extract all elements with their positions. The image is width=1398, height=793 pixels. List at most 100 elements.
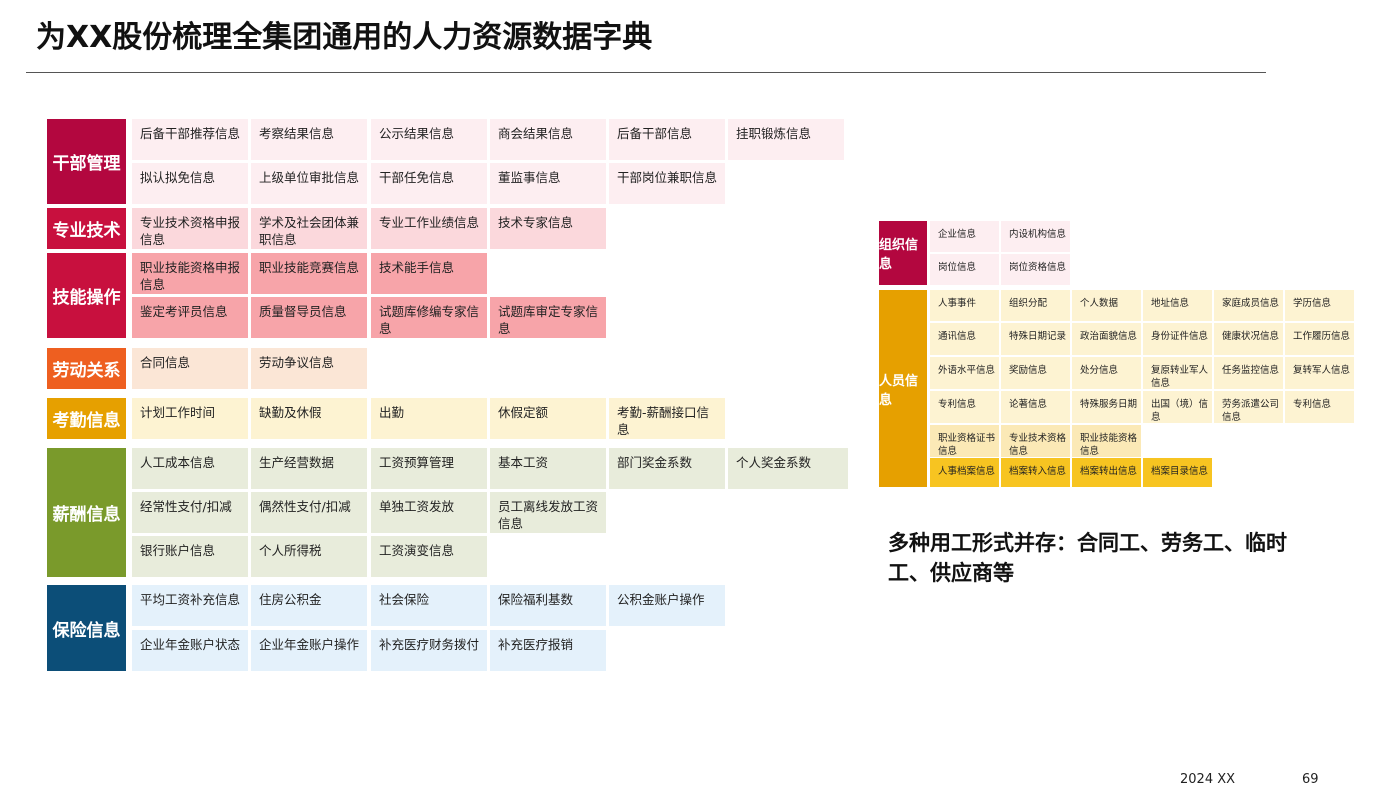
data-item-cell: 员工离线发放工资信息: [490, 492, 606, 533]
personnel-item-cell: 档案转入信息: [1001, 458, 1070, 487]
category-org-info: 组织信息: [879, 221, 927, 285]
data-item-cell: 后备干部推荐信息: [132, 119, 248, 160]
personnel-item-cell: 档案目录信息: [1143, 458, 1212, 487]
personnel-item-cell: 个人数据: [1072, 290, 1141, 321]
data-item-cell: 休假定额: [490, 398, 606, 439]
personnel-item-cell: 处分信息: [1072, 357, 1141, 389]
category-attendance: 考勤信息: [47, 398, 126, 439]
data-item-cell: 干部岗位兼职信息: [609, 163, 725, 204]
data-item-cell: 技术专家信息: [490, 208, 606, 249]
data-item-cell: 试题库审定专家信息: [490, 297, 606, 338]
personnel-item-cell: 论著信息: [1001, 391, 1070, 423]
data-item-cell: 劳动争议信息: [251, 348, 367, 389]
org-item-cell: 岗位资格信息: [1001, 254, 1070, 285]
data-item-cell: 专业工作业绩信息: [371, 208, 487, 249]
data-item-cell: 专业技术资格申报信息: [132, 208, 248, 249]
category-personnel-info: 人员信息: [879, 290, 927, 487]
data-item-cell: 补充医疗财务拨付: [371, 630, 487, 671]
data-item-cell: 社会保险: [371, 585, 487, 626]
data-item-cell: 后备干部信息: [609, 119, 725, 160]
personnel-item-cell: 人事事件: [930, 290, 999, 321]
personnel-item-cell: 专利信息: [1285, 391, 1354, 423]
data-item-cell: 缺勤及休假: [251, 398, 367, 439]
data-item-cell: 个人所得税: [251, 536, 367, 577]
data-item-cell: 上级单位审批信息: [251, 163, 367, 204]
org-item-cell: 内设机构信息: [1001, 221, 1070, 252]
data-item-cell: 工资预算管理: [371, 448, 487, 489]
page-title: 为XX股份梳理全集团通用的人力资源数据字典: [36, 20, 653, 55]
data-item-cell: 商会结果信息: [490, 119, 606, 160]
data-item-cell: 公示结果信息: [371, 119, 487, 160]
footer-date: 2024 XX: [1180, 772, 1236, 787]
category-skill: 技能操作: [47, 253, 126, 338]
data-item-cell: 考勤-薪酬接口信息: [609, 398, 725, 439]
personnel-item-cell: 复转军人信息: [1285, 357, 1354, 389]
data-item-cell: 职业技能竞赛信息: [251, 253, 367, 294]
data-item-cell: 补充医疗报销: [490, 630, 606, 671]
data-item-cell: 干部任免信息: [371, 163, 487, 204]
personnel-item-cell: 地址信息: [1143, 290, 1212, 321]
data-item-cell: 人工成本信息: [132, 448, 248, 489]
data-item-cell: 经常性支付/扣减: [132, 492, 248, 533]
category-salary: 薪酬信息: [47, 448, 126, 577]
data-item-cell: 董监事信息: [490, 163, 606, 204]
data-item-cell: 合同信息: [132, 348, 248, 389]
personnel-item-cell: 奖励信息: [1001, 357, 1070, 389]
personnel-item-cell: 家庭成员信息: [1214, 290, 1283, 321]
personnel-item-cell: 职业资格证书信息: [930, 425, 999, 457]
data-item-cell: 基本工资: [490, 448, 606, 489]
data-item-cell: 单独工资发放: [371, 492, 487, 533]
data-item-cell: 企业年金账户操作: [251, 630, 367, 671]
data-item-cell: 银行账户信息: [132, 536, 248, 577]
title-divider: [26, 72, 1266, 73]
data-item-cell: 鉴定考评员信息: [132, 297, 248, 338]
personnel-item-cell: 特殊日期记录: [1001, 323, 1070, 355]
data-item-cell: 公积金账户操作: [609, 585, 725, 626]
data-item-cell: 偶然性支付/扣减: [251, 492, 367, 533]
personnel-item-cell: 职业技能资格信息: [1072, 425, 1141, 457]
data-item-cell: 工资演变信息: [371, 536, 487, 577]
personnel-item-cell: 特殊服务日期: [1072, 391, 1141, 423]
data-item-cell: 考察结果信息: [251, 119, 367, 160]
data-item-cell: 质量督导员信息: [251, 297, 367, 338]
personnel-item-cell: 组织分配: [1001, 290, 1070, 321]
personnel-item-cell: 任务监控信息: [1214, 357, 1283, 389]
personnel-item-cell: 出国（境）信息: [1143, 391, 1212, 423]
page-number: 69: [1302, 772, 1319, 787]
data-item-cell: 出勤: [371, 398, 487, 439]
data-item-cell: 职业技能资格申报信息: [132, 253, 248, 294]
personnel-item-cell: 专业技术资格信息: [1001, 425, 1070, 457]
personnel-item-cell: 复原转业军人信息: [1143, 357, 1212, 389]
data-item-cell: 平均工资补充信息: [132, 585, 248, 626]
data-item-cell: 计划工作时间: [132, 398, 248, 439]
data-item-cell: 部门奖金系数: [609, 448, 725, 489]
personnel-item-cell: 身份证件信息: [1143, 323, 1212, 355]
data-item-cell: 企业年金账户状态: [132, 630, 248, 671]
personnel-item-cell: 劳务派遣公司信息: [1214, 391, 1283, 423]
personnel-item-cell: 档案转出信息: [1072, 458, 1141, 487]
personnel-item-cell: 通讯信息: [930, 323, 999, 355]
data-item-cell: 挂职锻炼信息: [728, 119, 844, 160]
data-item-cell: 生产经营数据: [251, 448, 367, 489]
category-labor: 劳动关系: [47, 348, 126, 389]
personnel-item-cell: 外语水平信息: [930, 357, 999, 389]
personnel-item-cell: 学历信息: [1285, 290, 1354, 321]
employment-forms-note: 多种用工形式并存：合同工、劳务工、临时工、供应商等: [888, 531, 1287, 585]
category-cadre: 干部管理: [47, 119, 126, 204]
personnel-item-cell: 专利信息: [930, 391, 999, 423]
personnel-item-cell: 政治面貌信息: [1072, 323, 1141, 355]
data-item-cell: 技术能手信息: [371, 253, 487, 294]
data-item-cell: 保险福利基数: [490, 585, 606, 626]
data-item-cell: 试题库修编专家信息: [371, 297, 487, 338]
category-tech: 专业技术: [47, 208, 126, 249]
data-item-cell: 拟认拟免信息: [132, 163, 248, 204]
personnel-item-cell: 人事档案信息: [930, 458, 999, 487]
category-insurance: 保险信息: [47, 585, 126, 671]
data-item-cell: 住房公积金: [251, 585, 367, 626]
data-item-cell: 个人奖金系数: [728, 448, 848, 489]
data-item-cell: 学术及社会团体兼职信息: [251, 208, 367, 249]
org-item-cell: 岗位信息: [930, 254, 999, 285]
org-item-cell: 企业信息: [930, 221, 999, 252]
personnel-item-cell: 工作履历信息: [1285, 323, 1354, 355]
personnel-item-cell: 健康状况信息: [1214, 323, 1283, 355]
